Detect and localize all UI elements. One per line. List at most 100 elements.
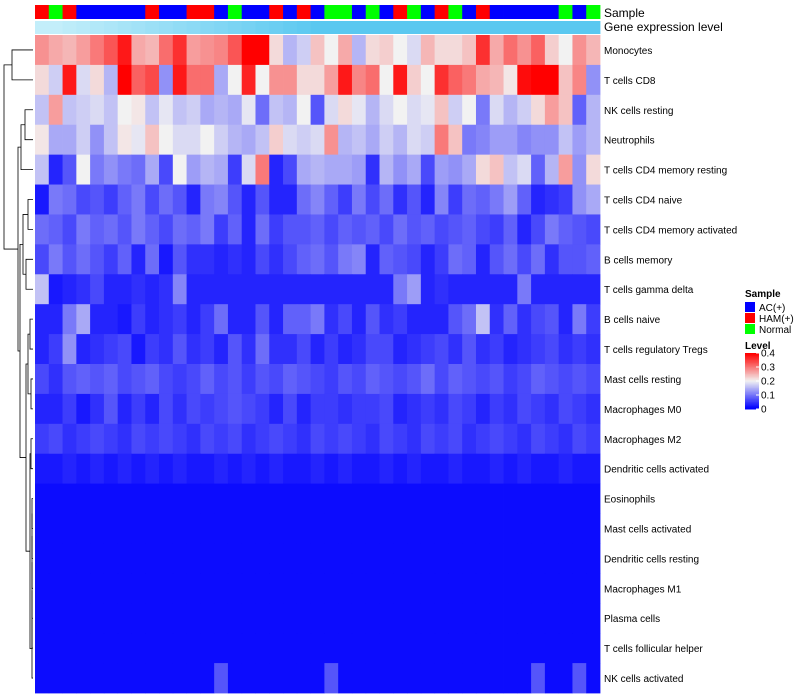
expression-cell [103,21,119,34]
heatmap-cell [475,94,491,126]
dendrogram-branch [19,243,26,458]
heatmap-cell [227,453,243,485]
heatmap-cell [517,94,532,126]
heatmap-cell [503,334,518,365]
colorbar-segment [745,400,759,403]
heatmap-cell [241,64,256,96]
expression-cell [517,21,532,34]
heatmap-cell [131,35,146,66]
heatmap-cell [503,453,518,485]
heatmap-cell [172,483,187,514]
heatmap-cell [517,573,532,604]
heatmap-cell [462,603,477,634]
heatmap-cell [255,334,270,365]
heatmap-cell [255,35,270,66]
heatmap-cell [48,423,63,455]
colorbar-segment [745,396,759,399]
expression-track-label: Gene expression level [604,20,723,34]
legend: Sample AC(+) HAM(+) Normal Level 0.40.30… [745,289,794,416]
heatmap-cell [544,633,560,664]
heatmap-cell [462,543,477,574]
expression-cell [296,21,312,34]
heatmap-cell [214,94,229,126]
heatmap-cell [145,603,160,634]
heatmap-cell [103,244,119,275]
heatmap-cell [241,663,256,694]
dendrogram-branch [29,318,33,350]
heatmap-cell [351,364,367,395]
heatmap-cell [186,334,201,365]
heatmap-cell [241,35,256,66]
heatmap-cell [269,393,284,425]
colorbar-segment [745,372,759,375]
level-colorbar [745,353,759,410]
heatmap-cell [393,423,408,455]
sample-cell [214,5,229,19]
heatmap-cell [214,393,229,425]
heatmap-cell [365,603,380,634]
heatmap-cell [296,304,312,335]
heatmap-cell [172,244,187,275]
heatmap-cell [503,184,518,215]
heatmap-cell [338,64,353,96]
heatmap-cell [572,364,587,395]
sample-cell [35,5,50,19]
heatmap-cell [503,513,518,544]
heatmap-cell [531,64,546,96]
heatmap-cell [90,154,105,185]
sample-cell [338,5,353,19]
heatmap-cell [241,214,256,245]
heatmap-cell [310,154,325,185]
heatmap-cell [407,393,422,425]
heatmap-cell [531,94,546,126]
heatmap-cell [269,513,284,544]
heatmap-cell [462,663,477,694]
heatmap-cell [379,543,394,574]
sample-cell [462,5,477,19]
heatmap-cell [296,94,312,126]
heatmap-cell [393,35,408,66]
level-legend-title: Level [745,341,771,352]
heatmap-cell [531,35,546,66]
heatmap-cell [324,124,339,156]
heatmap-cell [62,423,77,455]
heatmap-cell [186,304,201,335]
heatmap-cell [365,35,380,66]
heatmap-cell [572,453,587,485]
heatmap-cell [76,124,91,156]
heatmap-cell [296,423,312,455]
heatmap-cell [48,154,63,185]
heatmap-cell [586,184,601,215]
heatmap-cell [310,124,325,156]
colorbar-segment [745,358,759,361]
heatmap-cell [117,483,132,514]
expression-cell [172,21,187,34]
heatmap-cell [544,184,560,215]
heatmap-cell [117,334,132,365]
heatmap-cell [48,184,63,215]
heatmap-cell [214,483,229,514]
heatmap-cell [76,274,91,305]
heatmap-cell [117,513,132,544]
heatmap-cell [200,663,215,694]
heatmap-cell [365,184,380,215]
heatmap-cell [338,94,353,126]
heatmap-cell [351,184,367,215]
heatmap-cell [62,304,77,335]
heatmap-cell [103,35,119,66]
heatmap-cell [338,214,353,245]
heatmap-cell [241,304,256,335]
heatmap-cell [241,364,256,395]
heatmap-cell [131,64,146,96]
heatmap-cell [131,453,146,485]
heatmap-cell [489,124,504,156]
heatmap-cell [544,244,560,275]
heatmap-cell [48,573,63,604]
heatmap-cell [76,154,91,185]
heatmap-cell [324,94,339,126]
heatmap-cell [351,274,367,305]
heatmap-cell [48,124,63,156]
heatmap-cell [407,334,422,365]
heatmap-cell [572,513,587,544]
